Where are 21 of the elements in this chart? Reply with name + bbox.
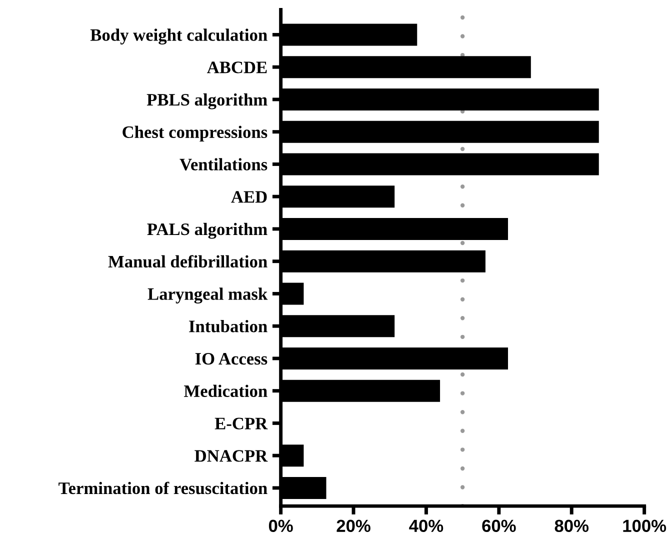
y-tick-label: Termination of resuscitation: [58, 482, 268, 494]
y-tick-label: AED: [231, 191, 267, 203]
y-tick-label: IO Access: [195, 352, 268, 365]
x-tick-label: 0%: [268, 520, 293, 532]
y-tick-label: Intubation: [189, 320, 268, 332]
x-tick-label: 40%: [409, 520, 444, 532]
y-tick-label: Ventilations: [180, 158, 268, 170]
y-tick-label: ABCDE: [207, 62, 267, 74]
y-tick-label: Medication: [184, 384, 268, 398]
y-tick-label: E-CPR: [214, 418, 268, 430]
y-tick-label: PALS algorithm: [147, 222, 268, 239]
y-tick-label: PBLS algorithm: [146, 93, 268, 110]
y-tick-label: Manual defibrillation: [108, 255, 268, 268]
x-tick-label: 100%: [623, 520, 666, 532]
y-tick-label: Chest compressions: [122, 126, 268, 142]
y-tick-label: DNACPR: [194, 450, 268, 462]
y-tick-label: Body weight calculation: [90, 28, 268, 45]
x-tick-label: 20%: [336, 520, 370, 532]
x-tick-label: 60%: [482, 520, 516, 532]
x-tick-label: 80%: [554, 520, 589, 532]
y-tick-label: Laryngeal mask: [148, 288, 268, 304]
